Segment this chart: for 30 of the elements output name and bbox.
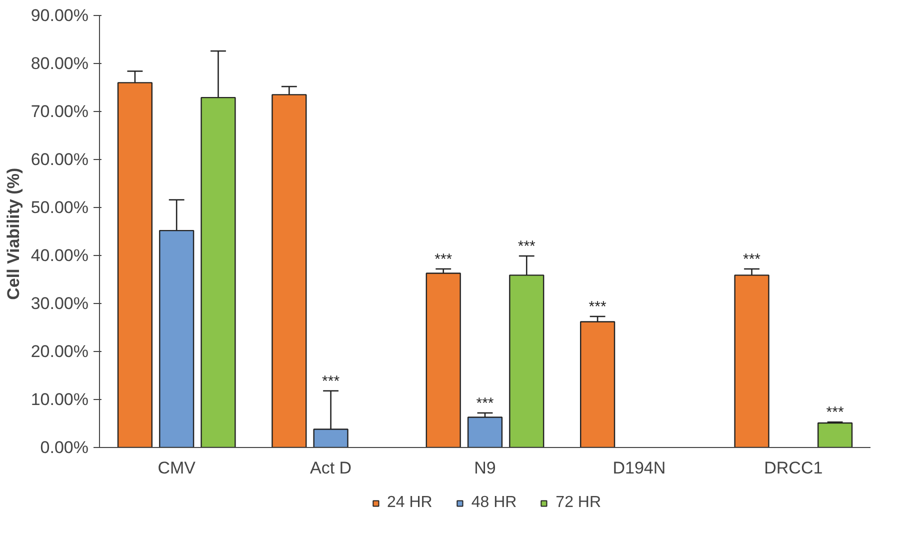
y-tick-label: 10.00% bbox=[30, 390, 89, 409]
data-label: *** bbox=[434, 250, 452, 268]
y-tick-label: 20.00% bbox=[30, 342, 89, 361]
y-tick-label: 0.00% bbox=[40, 438, 88, 457]
data-label: *** bbox=[518, 238, 536, 255]
x-tick-label: CMV bbox=[158, 458, 196, 478]
x-tick-label: DRCC1 bbox=[764, 458, 823, 478]
y-tick-label: 30.00% bbox=[30, 294, 89, 313]
y-axis-title: Cell Viability (%) bbox=[4, 168, 23, 300]
legend-label: 48 HR bbox=[471, 494, 517, 512]
x-tick-label: N9 bbox=[474, 458, 496, 478]
y-tick-label: 90.00% bbox=[30, 6, 89, 25]
y-tick-label: 60.00% bbox=[30, 150, 89, 169]
bar bbox=[426, 272, 461, 448]
bar bbox=[467, 416, 503, 448]
bar bbox=[580, 321, 616, 448]
legend-label: 72 HR bbox=[556, 494, 602, 512]
x-tick-label: D194N bbox=[612, 458, 666, 478]
x-tick-label: Act D bbox=[310, 458, 352, 478]
y-tick-label: 50.00% bbox=[30, 198, 89, 217]
y-tick-label: 80.00% bbox=[30, 54, 89, 73]
y-tick-label: 40.00% bbox=[30, 246, 89, 265]
legend-label: 24 HR bbox=[386, 494, 432, 512]
bar bbox=[817, 422, 853, 448]
data-label: *** bbox=[322, 372, 340, 390]
data-label: *** bbox=[743, 250, 761, 268]
data-label: *** bbox=[826, 404, 844, 422]
y-tick-label: 70.00% bbox=[30, 102, 89, 121]
data-label: *** bbox=[588, 298, 606, 316]
data-label: *** bbox=[476, 394, 494, 412]
